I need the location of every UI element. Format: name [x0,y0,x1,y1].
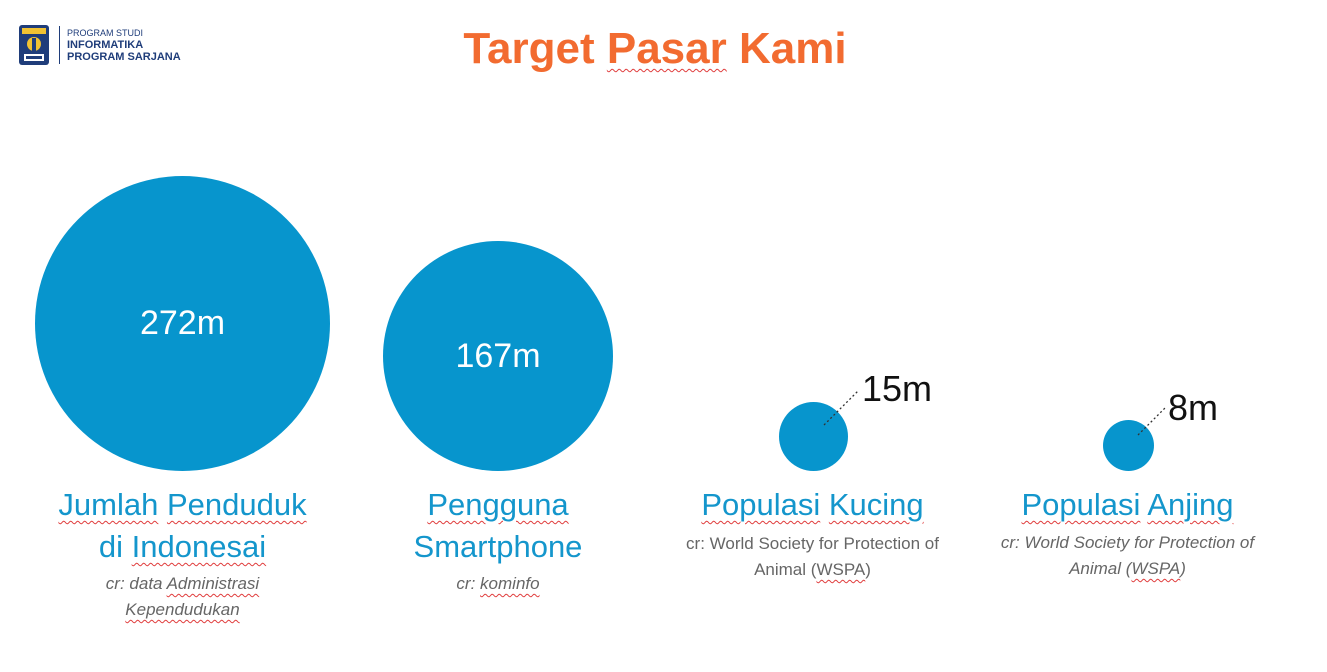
logo-text: PROGRAM STUDI INFORMATIKA PROGRAM SARJAN… [67,27,181,63]
university-emblem-icon [19,25,49,65]
source-text: cr: World Society for Protection of [686,534,939,553]
smartphone-value: 167m [455,336,541,375]
label-word: Kucing [828,487,924,522]
cat-population-label: Populasi Kucing [660,484,965,526]
logo-line-3: PROGRAM SARJANA [67,51,181,63]
dog-population-label: Populasi Anjing [975,484,1280,526]
source-text: WSPA [1131,559,1181,578]
title-word-1: Target [463,24,595,73]
label-word: Indonesai [131,529,267,564]
population-source: cr: data Administrasi Kependudukan [40,571,325,623]
label-word: Populasi [1021,487,1141,522]
label-word: Jumlah [58,487,159,522]
logo-line-1: PROGRAM STUDI [67,28,144,38]
logo-line-2: INFORMATIKA [67,39,144,51]
title-word-3: Kami [738,24,847,73]
source-text: Animal ( [754,560,817,579]
source-text: cr: World Society for Protection of [1000,533,1255,552]
population-label: Jumlah Penduduk di Indonesai [30,484,335,568]
label-word: Smartphone [413,529,583,564]
source-text: Administrasi [166,574,260,593]
label-word: di [98,529,124,564]
label-word: Populasi [701,487,821,522]
source-text: ) [1180,559,1186,578]
source-text: Animal ( [1069,559,1132,578]
cat-population-value: 15m [862,368,933,409]
source-text: Kependudukan [125,600,240,619]
cat-population-source: cr: World Society for Protection of Anim… [655,531,970,583]
population-circle: 272m [35,176,330,471]
population-value: 272m [139,304,226,342]
source-text: cr: data [105,574,163,593]
page-title: Target Pasar Kami [0,24,1310,74]
smartphone-label: Pengguna Smartphone [388,484,608,568]
label-word: Anjing [1147,487,1234,522]
program-logo: PROGRAM STUDI INFORMATIKA PROGRAM SARJAN… [18,24,181,66]
source-text: cr: [456,574,476,593]
smartphone-source: cr: kominfo [388,571,608,597]
label-word: Pengguna [427,487,569,522]
dog-population-circle [1103,420,1154,471]
label-word: Penduduk [166,487,307,522]
source-text: ) [865,560,871,579]
source-text: WSPA [816,560,866,579]
logo-divider [59,26,60,64]
cat-population-circle [779,402,848,471]
smartphone-circle: 167m [383,241,613,471]
source-text: kominfo [480,574,540,593]
title-word-2: Pasar [606,24,727,73]
dog-population-source: cr: World Society for Protection of Anim… [970,530,1285,582]
dog-population-value: 8m [1168,387,1219,428]
